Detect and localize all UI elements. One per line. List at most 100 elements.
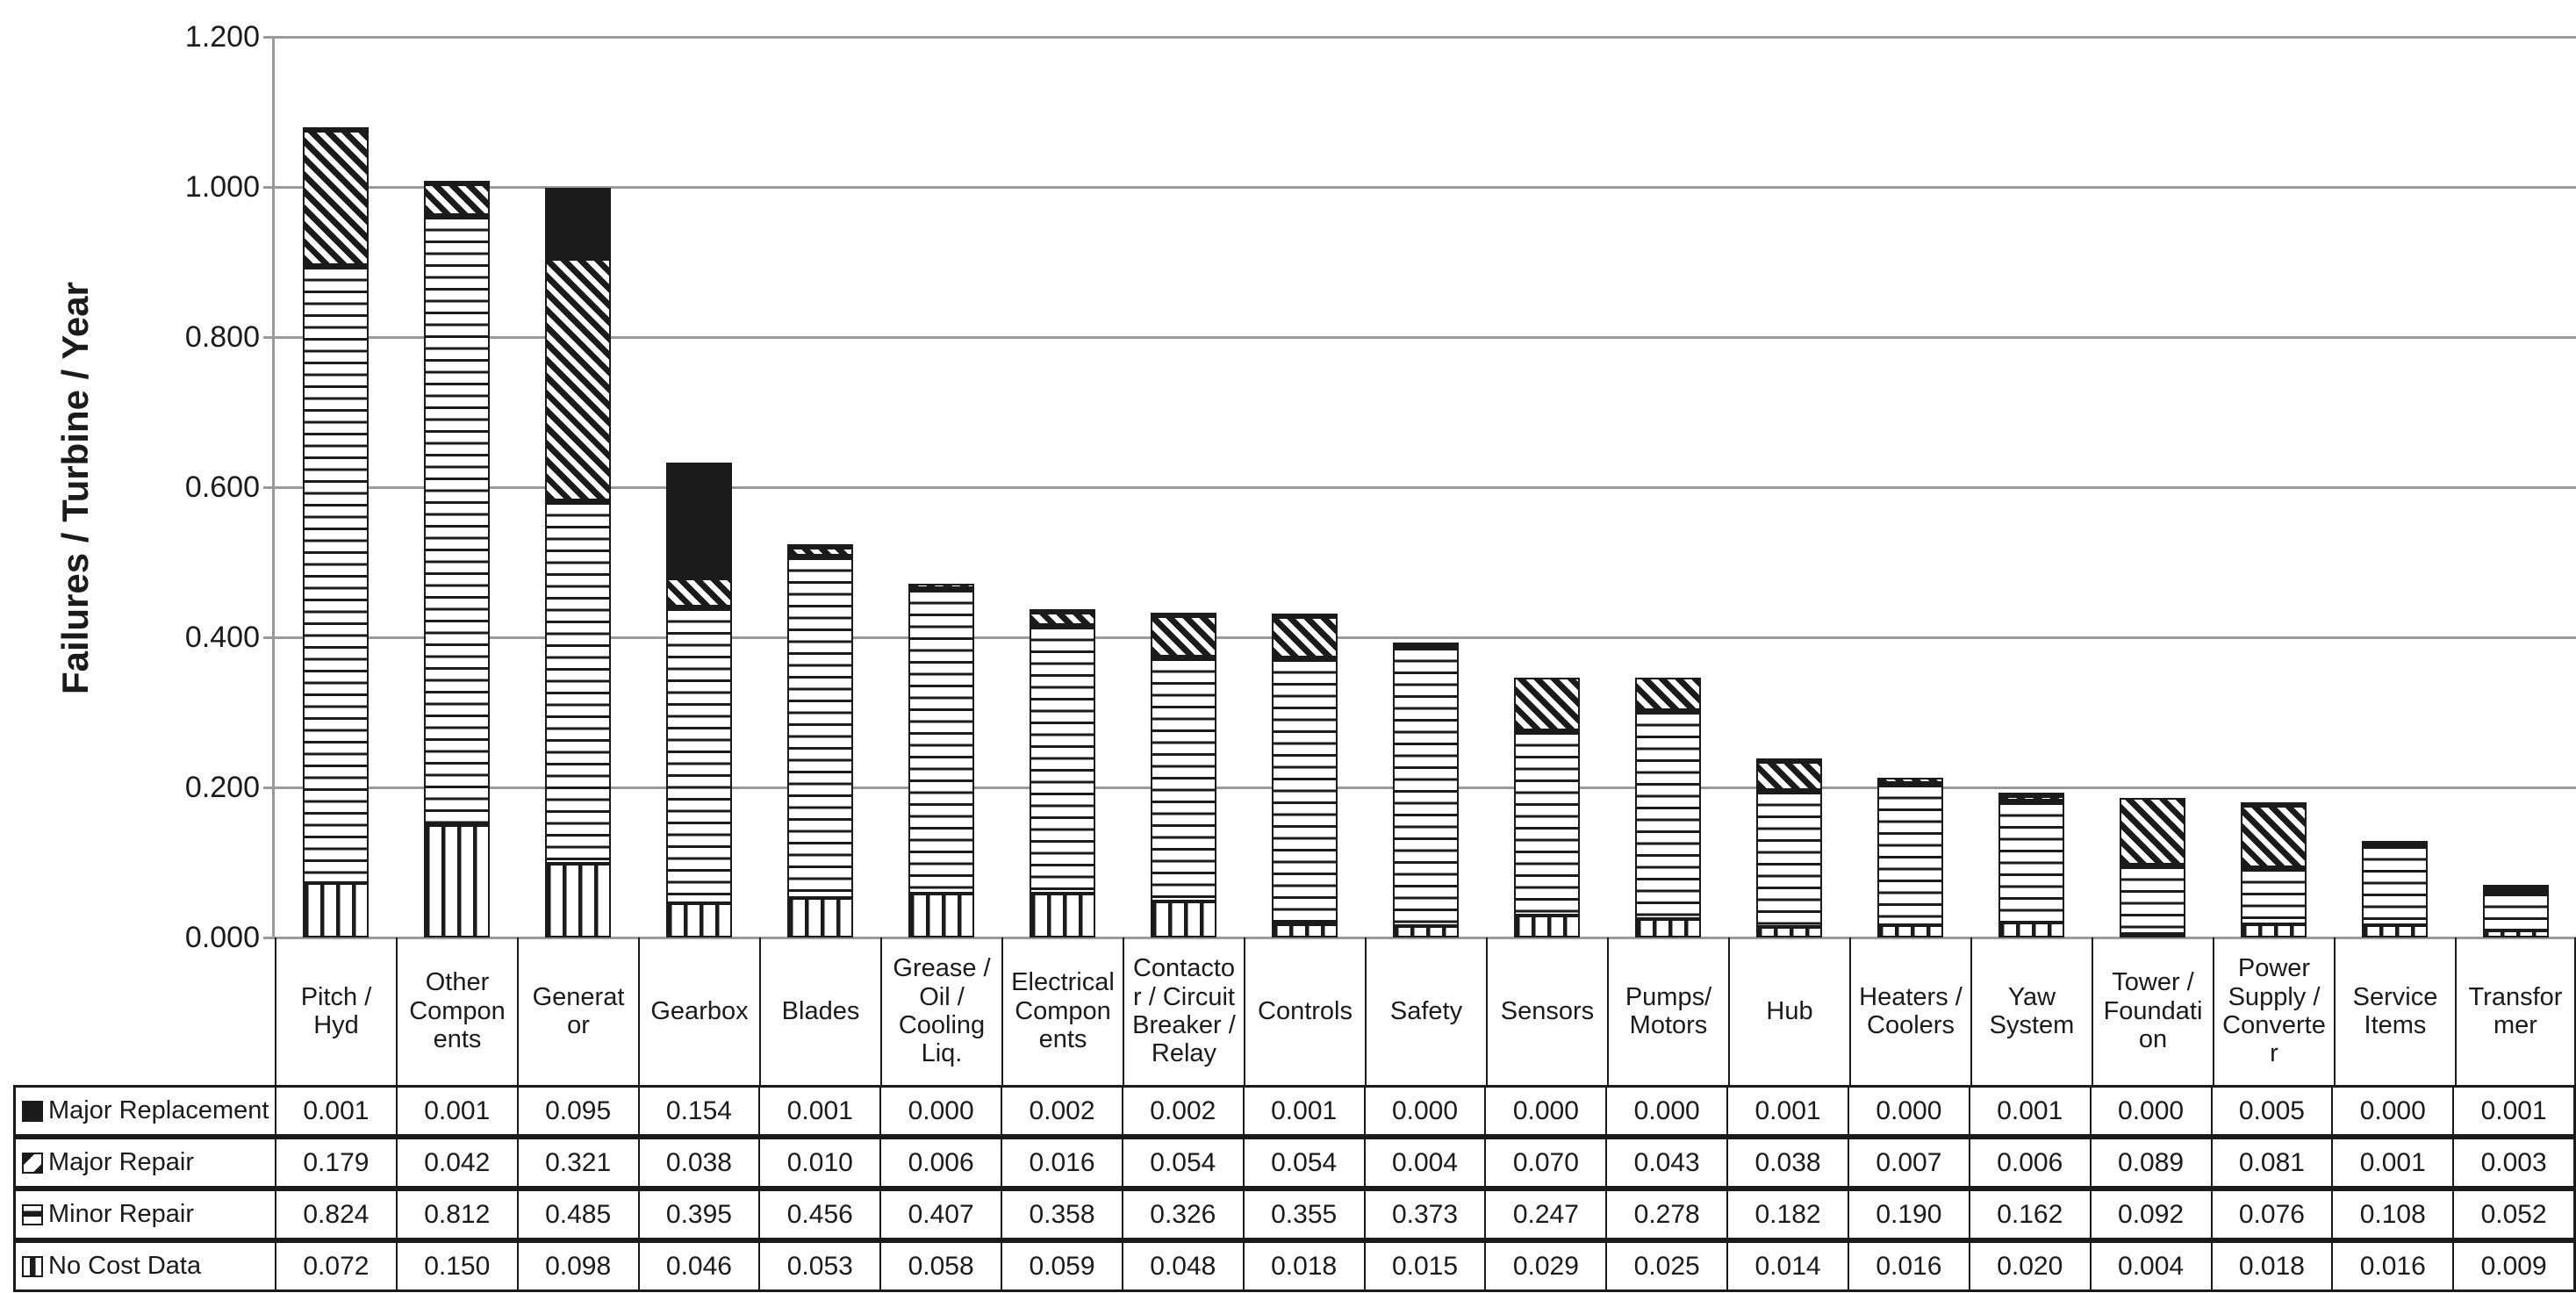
y-tick-label: 0.600 <box>184 471 260 504</box>
y-tick-mark <box>263 185 275 189</box>
table-row-no-cost-data: No Cost Data 0.072 0.150 0.098 0.046 0.053 0.0… <box>13 1240 2576 1292</box>
segment-minor-repair <box>544 499 611 865</box>
value-cell: 0.095 <box>516 1088 638 1134</box>
legend-major-replacement-swatch-icon <box>22 1100 43 1122</box>
category-label-electrical-components: Electrical Compon ents <box>1001 937 1123 1085</box>
y-tick-label: 0.400 <box>184 621 260 654</box>
category-label-yaw-system: Yaw System <box>1970 937 2092 1085</box>
legend-minor-repair-swatch-icon <box>22 1203 43 1225</box>
value-cell: 0.001 <box>1726 1088 1848 1134</box>
value-cell: 0.000 <box>1605 1088 1726 1134</box>
segment-major-repair <box>2361 841 2428 845</box>
value-cell: 0.182 <box>1726 1191 1848 1238</box>
segment-major-replacement <box>544 187 611 260</box>
bar-grease-oil-cooling-liq <box>908 37 974 937</box>
segment-minor-repair <box>1029 624 1095 894</box>
category-label-transformer: Transfor mer <box>2455 937 2576 1085</box>
value-cell: 0.052 <box>2452 1191 2573 1238</box>
category-label-pumps-motors: Pumps/ Motors <box>1607 937 1728 1085</box>
segment-no-cost-data <box>302 883 369 937</box>
value-cell: 0.162 <box>1968 1191 2090 1238</box>
segment-no-cost-data <box>1634 918 1701 937</box>
bar-transformer <box>2482 37 2549 937</box>
y-tick-mark <box>263 636 275 639</box>
value-cell: 0.048 <box>1121 1243 1243 1289</box>
legend-text: Minor Repair <box>48 1200 194 1228</box>
segment-no-cost-data <box>2482 930 2549 937</box>
category-label-pitch-hyd: Pitch / Hyd <box>275 937 396 1085</box>
segment-major-replacement <box>1755 758 1822 762</box>
segment-no-cost-data <box>1271 923 1338 937</box>
segment-major-repair <box>423 183 490 216</box>
segment-no-cost-data <box>2119 934 2185 937</box>
value-cell: 0.373 <box>1363 1191 1485 1238</box>
gridline <box>275 485 2576 489</box>
segment-major-repair <box>665 578 732 607</box>
bar-service-items <box>2361 37 2428 937</box>
table-row-major-repair: Major Repair 0.179 0.042 0.321 0.038 0.010 0.0… <box>13 1137 2576 1189</box>
value-cell: 0.015 <box>1363 1243 1485 1289</box>
category-label-other-components: Other Compon ents <box>396 937 517 1085</box>
bar-electrical-components <box>1029 37 1095 937</box>
value-cell: 0.046 <box>637 1243 759 1289</box>
value-cell: 0.000 <box>1484 1088 1605 1134</box>
value-cell: 0.190 <box>1847 1191 1969 1238</box>
category-label-tower-foundation: Tower / Foundati on <box>2092 937 2213 1085</box>
category-label-sensors: Sensors <box>1486 937 1607 1085</box>
y-tick-mark <box>263 485 275 489</box>
segment-major-repair <box>1755 761 1822 791</box>
segment-major-repair <box>1513 678 1580 731</box>
table-row-major-replacement: Major Replacement 0.001 0.001 0.095 0.154 0.0… <box>13 1085 2576 1137</box>
value-cell: 0.005 <box>2210 1088 2332 1134</box>
value-cell: 0.006 <box>879 1139 1001 1186</box>
bar-power-supply-converter <box>2240 37 2307 937</box>
value-cell: 0.059 <box>1001 1243 1122 1289</box>
bar-hub <box>1755 37 1822 937</box>
value-cell: 0.038 <box>1726 1139 1848 1186</box>
category-label-contactor-circuit-breaker-relay: Contacto r / Circuit Breaker / Relay <box>1123 937 1244 1085</box>
segment-major-replacement <box>423 180 490 184</box>
legend-no-cost-data-swatch-icon <box>22 1255 43 1277</box>
y-tick-mark <box>263 936 275 939</box>
value-cell: 0.014 <box>1726 1243 1848 1289</box>
segment-no-cost-data <box>908 894 974 937</box>
category-label-safety: Safety <box>1365 937 1486 1085</box>
segment-major-repair <box>544 259 611 500</box>
value-cell: 0.000 <box>1847 1088 1969 1134</box>
value-cell: 0.016 <box>1847 1243 1969 1289</box>
value-cell: 0.001 <box>275 1088 396 1134</box>
value-cell: 0.108 <box>2331 1191 2452 1238</box>
value-cell: 0.358 <box>1001 1191 1122 1238</box>
value-cell: 0.009 <box>2452 1243 2573 1289</box>
segment-minor-repair <box>2119 865 2185 934</box>
segment-major-repair <box>786 548 853 556</box>
value-cell: 0.001 <box>2452 1088 2573 1134</box>
value-cell: 0.042 <box>395 1139 517 1186</box>
value-cell: 0.278 <box>1605 1191 1726 1238</box>
segment-minor-repair <box>1634 709 1701 919</box>
value-cell: 0.485 <box>516 1191 638 1238</box>
bar-gearbox <box>665 37 732 937</box>
value-cell: 0.812 <box>395 1191 517 1238</box>
value-cell: 0.016 <box>1001 1139 1122 1186</box>
segment-major-replacement <box>1029 608 1095 613</box>
value-cell: 0.081 <box>2210 1139 2332 1186</box>
segment-minor-repair <box>1755 790 1822 927</box>
y-tick-mark <box>263 335 275 339</box>
segment-minor-repair <box>2240 866 2307 924</box>
value-cell: 0.003 <box>2452 1139 2573 1186</box>
segment-major-replacement <box>665 462 732 578</box>
gridline <box>275 936 2576 939</box>
value-cell: 0.092 <box>2089 1191 2211 1238</box>
segment-major-repair <box>2482 887 2549 892</box>
bar-sensors <box>1513 37 1580 937</box>
segment-minor-repair <box>665 607 732 903</box>
value-cell: 0.150 <box>395 1243 517 1289</box>
category-label-gearbox: Gearbox <box>638 937 759 1085</box>
value-cell: 0.016 <box>2331 1243 2452 1289</box>
value-cell: 0.824 <box>275 1191 396 1238</box>
y-tick-label: 1.000 <box>184 170 260 204</box>
segment-major-repair <box>1029 612 1095 625</box>
y-tick-mark <box>263 786 275 789</box>
